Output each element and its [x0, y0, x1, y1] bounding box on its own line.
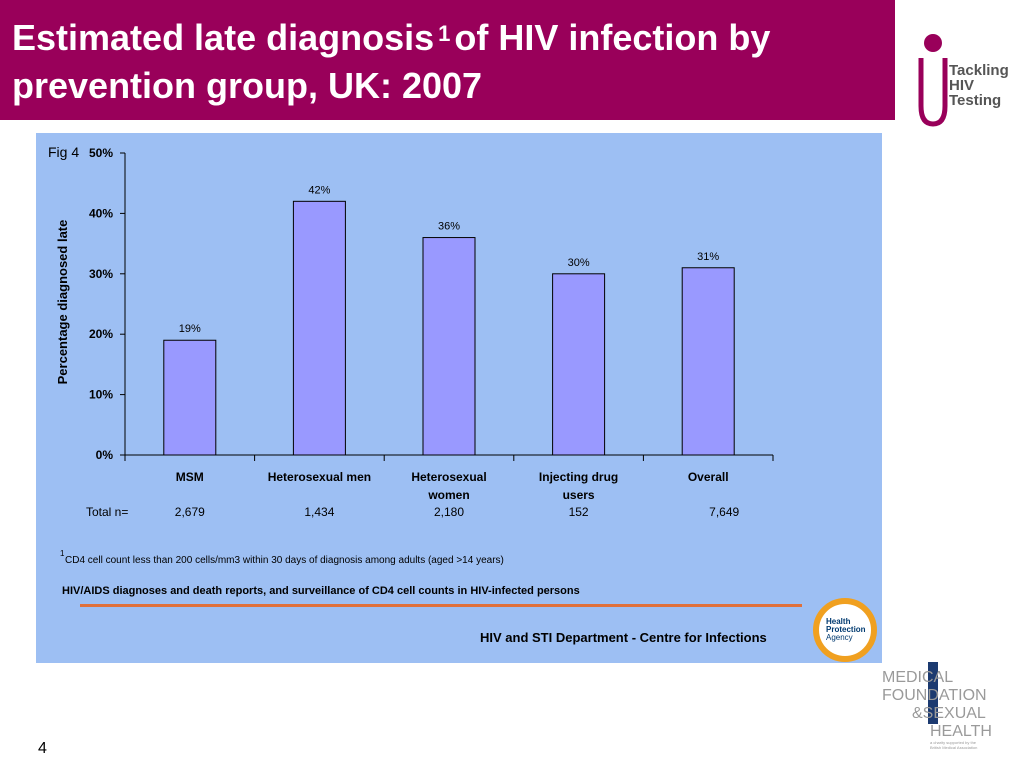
y-axis-label: Percentage diagnosed late — [55, 220, 70, 385]
total-n-value: 7,649 — [709, 505, 739, 519]
y-tick-label: 20% — [89, 327, 113, 341]
total-n-value: 2,180 — [434, 505, 464, 519]
x-tick-label: users — [563, 488, 595, 502]
hpa-logo-line2: Protection — [826, 625, 866, 634]
footnote-text: CD4 cell count less than 200 cells/mm3 w… — [65, 555, 504, 566]
bar — [552, 273, 606, 456]
logo-text-line2: HIV — [949, 77, 974, 94]
logo-text-line3: Testing — [949, 92, 1001, 109]
y-tick-label: 10% — [89, 388, 113, 402]
data-label: 30% — [568, 257, 590, 269]
logo-dot-icon — [924, 34, 942, 52]
source-text: HIV/AIDS diagnoses and death reports, an… — [62, 585, 580, 597]
figure-label: Fig 4 — [48, 144, 80, 160]
footnote-superscript: 1 — [60, 549, 65, 558]
logo-vertical-bar — [928, 662, 938, 724]
bar — [681, 267, 735, 456]
x-tick-label: Injecting drug — [539, 470, 618, 484]
bar — [163, 339, 217, 456]
data-label: 42% — [308, 184, 330, 196]
hpa-logo: Health Protection Agency — [813, 598, 877, 662]
y-tick-label: 40% — [89, 206, 113, 220]
bar — [292, 200, 346, 456]
bar — [422, 237, 476, 456]
x-tick-label: MSM — [176, 470, 204, 484]
data-label: 19% — [179, 323, 201, 335]
mf-logo-line2: FOUNDATION — [882, 687, 987, 704]
department-text: HIV and STI Department - Centre for Infe… — [480, 630, 767, 645]
logo-text-line1: Tackling — [949, 62, 1009, 79]
mf-logo-tagline1: a charity supported by the — [930, 740, 977, 745]
data-label: 36% — [438, 221, 460, 233]
title-text-continued: of HIV infection by prevention group, UK… — [12, 17, 771, 106]
total-n-label: Total n= — [86, 505, 128, 519]
hpa-logo-circle-icon — [813, 598, 877, 662]
y-tick-label: 30% — [89, 267, 113, 281]
x-tick-label: Overall — [688, 470, 729, 484]
mf-logo-line4: HEALTH — [930, 723, 992, 740]
logo-u-shape-icon — [918, 58, 948, 127]
total-n-value: 152 — [569, 505, 589, 519]
title-superscript: 1 — [438, 21, 451, 46]
mf-logo-line1: MEDICAL — [882, 669, 953, 686]
y-tick-label: 50% — [89, 146, 113, 160]
total-n-value: 1,434 — [304, 505, 334, 519]
tackling-hiv-testing-logo: Tackling HIV Testing — [918, 34, 1009, 127]
mf-logo-line3: &SEXUAL — [912, 705, 986, 722]
medical-foundation-logo: MEDICAL FOUNDATION &SEXUAL HEALTH a char… — [882, 662, 992, 750]
title-text: Estimated late diagnosis — [12, 17, 435, 58]
hpa-logo-line3: Agency — [826, 633, 853, 642]
data-label: 31% — [697, 251, 719, 263]
title-bar: Estimated late diagnosis 1 of HIV infectio… — [0, 0, 895, 120]
x-tick-label: Heterosexual — [411, 470, 486, 484]
total-n-value: 2,679 — [175, 505, 205, 519]
y-tick-label: 0% — [96, 448, 114, 462]
page-number: 4 — [38, 740, 47, 757]
x-tick-label: women — [427, 488, 469, 502]
x-tick-label: Heterosexual men — [268, 470, 371, 484]
slide-title: Estimated late diagnosis 1 of HIV infectio… — [12, 14, 882, 110]
hpa-logo-line1: Health — [826, 617, 851, 626]
orange-divider — [80, 604, 802, 607]
mf-logo-tagline2: British Medical Association — [930, 745, 977, 750]
